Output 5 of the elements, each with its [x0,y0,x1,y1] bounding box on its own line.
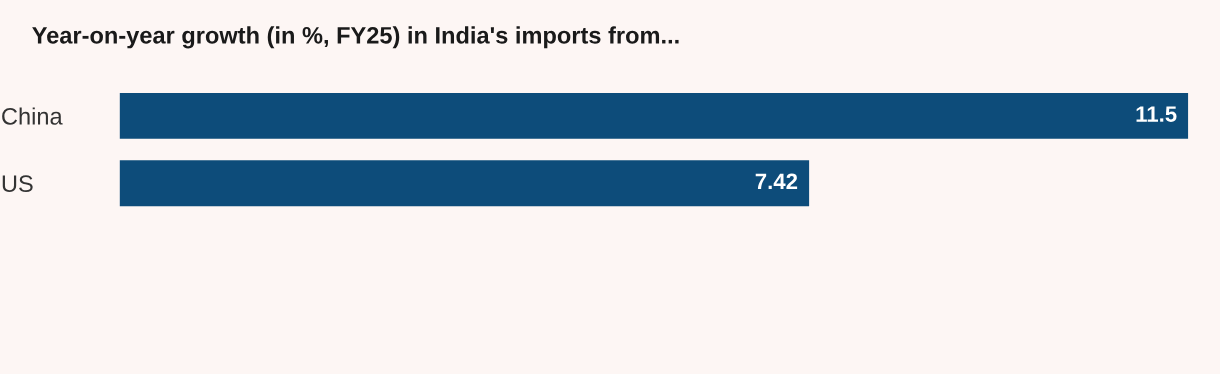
data-label: 7.42 [755,173,798,190]
y-tick-label: China [2,107,63,125]
chart-title: Year-on-year growth (in %, FY25) in India's imports from... [32,26,679,49]
y-tick-label: US [2,175,33,193]
data-label: 11.5 [1136,106,1177,122]
